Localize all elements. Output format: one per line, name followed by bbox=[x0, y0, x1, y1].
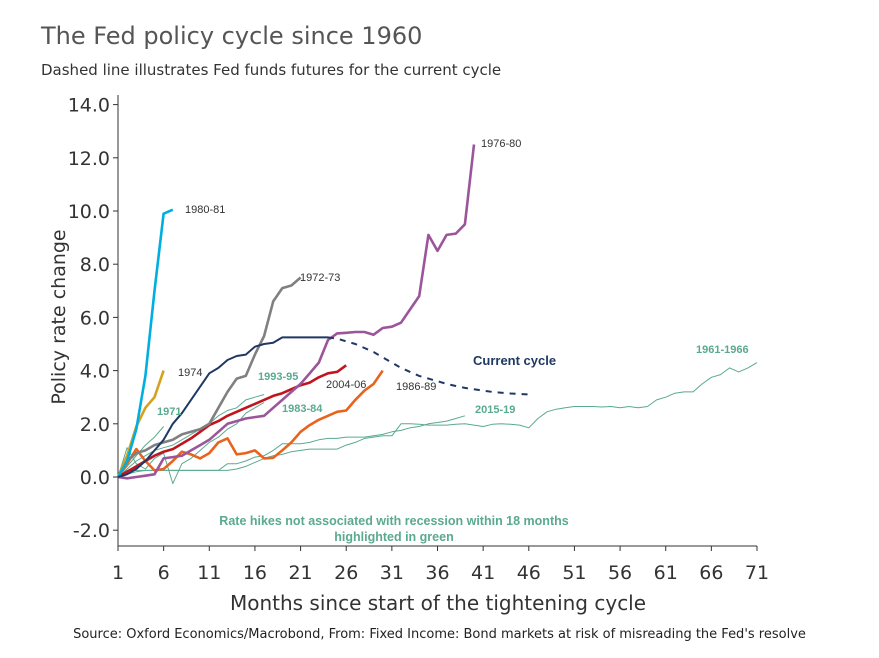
series-label: 1993-95 bbox=[258, 371, 298, 383]
series-1974-line bbox=[116, 370, 165, 478]
x-tick-label: 31 bbox=[380, 562, 404, 584]
y-axis-label: Policy rate change bbox=[48, 229, 70, 404]
x-tick-label: 1 bbox=[112, 562, 124, 584]
series-label: 2004-06 bbox=[326, 379, 366, 391]
series-label: Current cycle bbox=[473, 353, 556, 368]
annotation-text: Rate hikes not associated with recession… bbox=[219, 514, 568, 528]
series-label: 1976-80 bbox=[481, 138, 521, 150]
series-label: 1980-81 bbox=[185, 204, 225, 216]
y-tick-label: 0.0 bbox=[80, 467, 110, 489]
series-current-cycle-line bbox=[117, 336, 328, 478]
y-tick-label: 10.0 bbox=[68, 201, 110, 223]
x-tick-label: 46 bbox=[517, 562, 541, 584]
x-axis-label: Months since start of the tightening cyc… bbox=[230, 591, 646, 615]
x-tick-label: 56 bbox=[608, 562, 632, 584]
x-tick-label: 61 bbox=[654, 562, 678, 584]
y-tick-label: 14.0 bbox=[68, 95, 110, 117]
x-tick-label: 41 bbox=[471, 562, 495, 584]
x-tick-label: 66 bbox=[699, 562, 723, 584]
series-label: 1974 bbox=[178, 367, 202, 379]
x-tick-label: 26 bbox=[334, 562, 358, 584]
series-1961-1966-line bbox=[117, 362, 758, 478]
series-label: 2015-19 bbox=[475, 404, 515, 416]
chart-subtitle: Dashed line illustrates Fed funds future… bbox=[41, 61, 502, 79]
x-tick-label: 6 bbox=[158, 562, 170, 584]
x-tick-label: 21 bbox=[288, 562, 312, 584]
y-tick-label: 4.0 bbox=[80, 361, 110, 383]
series-label: 1971 bbox=[157, 406, 181, 418]
y-tick-label: -2.0 bbox=[73, 520, 110, 542]
y-tick-label: 6.0 bbox=[80, 307, 110, 329]
chart-title: The Fed policy cycle since 1960 bbox=[41, 22, 423, 50]
series-label: 1961-1966 bbox=[696, 344, 749, 356]
series-label: 1983-84 bbox=[282, 403, 323, 415]
series-label: 1986-89 bbox=[396, 381, 436, 393]
y-tick-label: 2.0 bbox=[80, 414, 110, 436]
x-tick-label: 51 bbox=[562, 562, 586, 584]
series-1980-81-line bbox=[116, 208, 174, 478]
y-tick-label: 8.0 bbox=[80, 254, 110, 276]
series-1976-80-line bbox=[117, 144, 476, 480]
series-1972-73-line bbox=[116, 276, 302, 478]
series-2004-06-line bbox=[117, 364, 347, 479]
annotation-text: highlighted in green bbox=[334, 530, 453, 544]
current-cycle-futures-dashed-line bbox=[327, 336, 529, 396]
x-tick-label: 11 bbox=[197, 562, 221, 584]
x-tick-label: 36 bbox=[425, 562, 449, 584]
series-1986-89-line bbox=[116, 369, 384, 478]
y-tick-label: 12.0 bbox=[68, 148, 110, 170]
x-tick-label: 16 bbox=[243, 562, 267, 584]
x-tick-label: 71 bbox=[745, 562, 769, 584]
source-note: Source: Oxford Economics/Macrobond, From… bbox=[73, 627, 806, 642]
series-label: 1972-73 bbox=[300, 272, 340, 284]
